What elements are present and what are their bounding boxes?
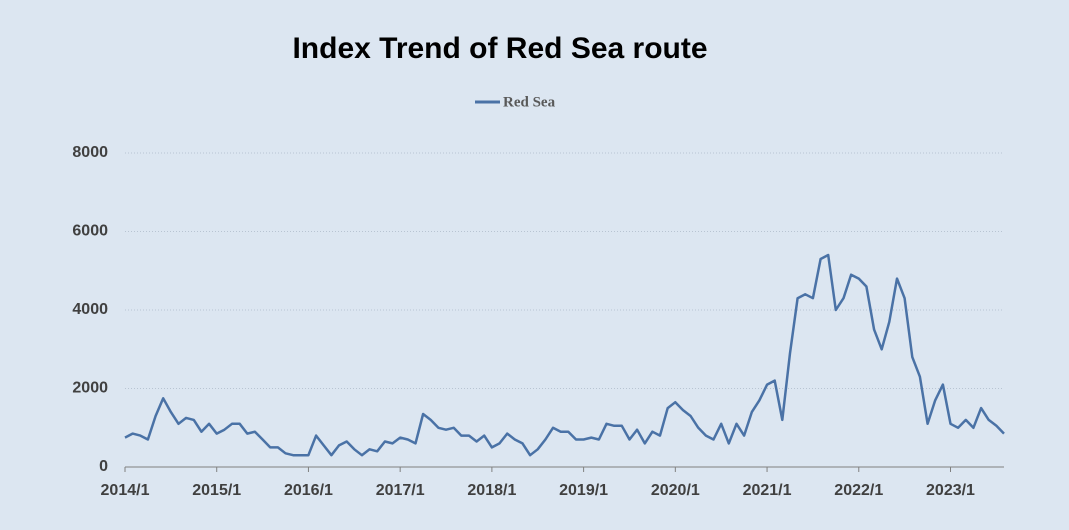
x-tick-label: 2018/1 bbox=[467, 482, 516, 499]
x-tick-label: 2015/1 bbox=[192, 482, 241, 499]
x-tick-label: 2022/1 bbox=[834, 482, 883, 499]
x-tick-label: 2023/1 bbox=[926, 482, 975, 499]
legend-label: Red Sea bbox=[503, 94, 556, 110]
y-tick-label: 4000 bbox=[72, 301, 108, 318]
y-tick-label: 2000 bbox=[72, 380, 108, 397]
x-tick-label: 2021/1 bbox=[743, 482, 792, 499]
y-tick-label: 6000 bbox=[72, 223, 108, 240]
x-tick-label: 2020/1 bbox=[651, 482, 700, 499]
x-tick-label: 2017/1 bbox=[376, 482, 425, 499]
x-tick-label: 2019/1 bbox=[559, 482, 608, 499]
x-tick-label: 2016/1 bbox=[284, 482, 333, 499]
series-line bbox=[124, 253, 1005, 457]
y-tick-label: 8000 bbox=[72, 144, 108, 161]
x-tick-label: 2014/1 bbox=[101, 482, 150, 499]
chart-title: Index Trend of Red Sea route bbox=[292, 32, 707, 65]
y-tick-label: 0 bbox=[99, 458, 108, 475]
